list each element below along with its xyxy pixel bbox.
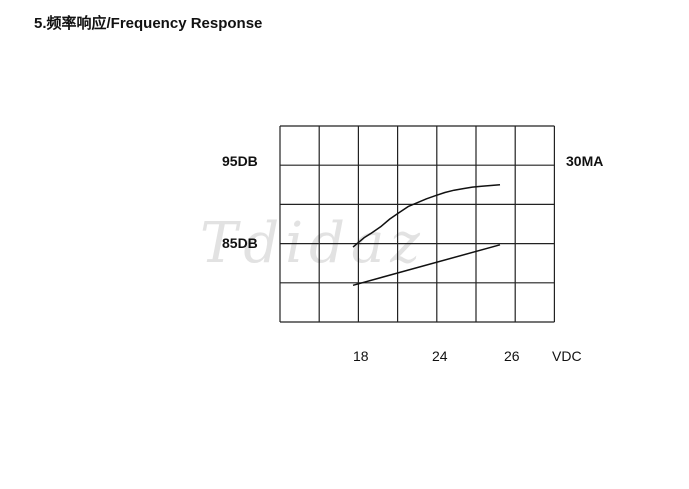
chart-series xyxy=(352,183,501,287)
series-line-current xyxy=(352,244,501,287)
y-tick-85db: 85DB xyxy=(222,235,258,251)
page-title: 5.频率响应/Frequency Response xyxy=(34,15,263,32)
x-tick-24: 24 xyxy=(432,348,448,364)
chart-grid xyxy=(279,125,556,323)
x-tick-18: 18 xyxy=(353,348,369,364)
x-tick-26: 26 xyxy=(504,348,520,364)
x-axis-label: VDC xyxy=(552,348,582,364)
right-label-30ma: 30MA xyxy=(566,153,604,169)
y-tick-95db: 95DB xyxy=(222,153,258,169)
series-line-spl xyxy=(352,183,501,248)
